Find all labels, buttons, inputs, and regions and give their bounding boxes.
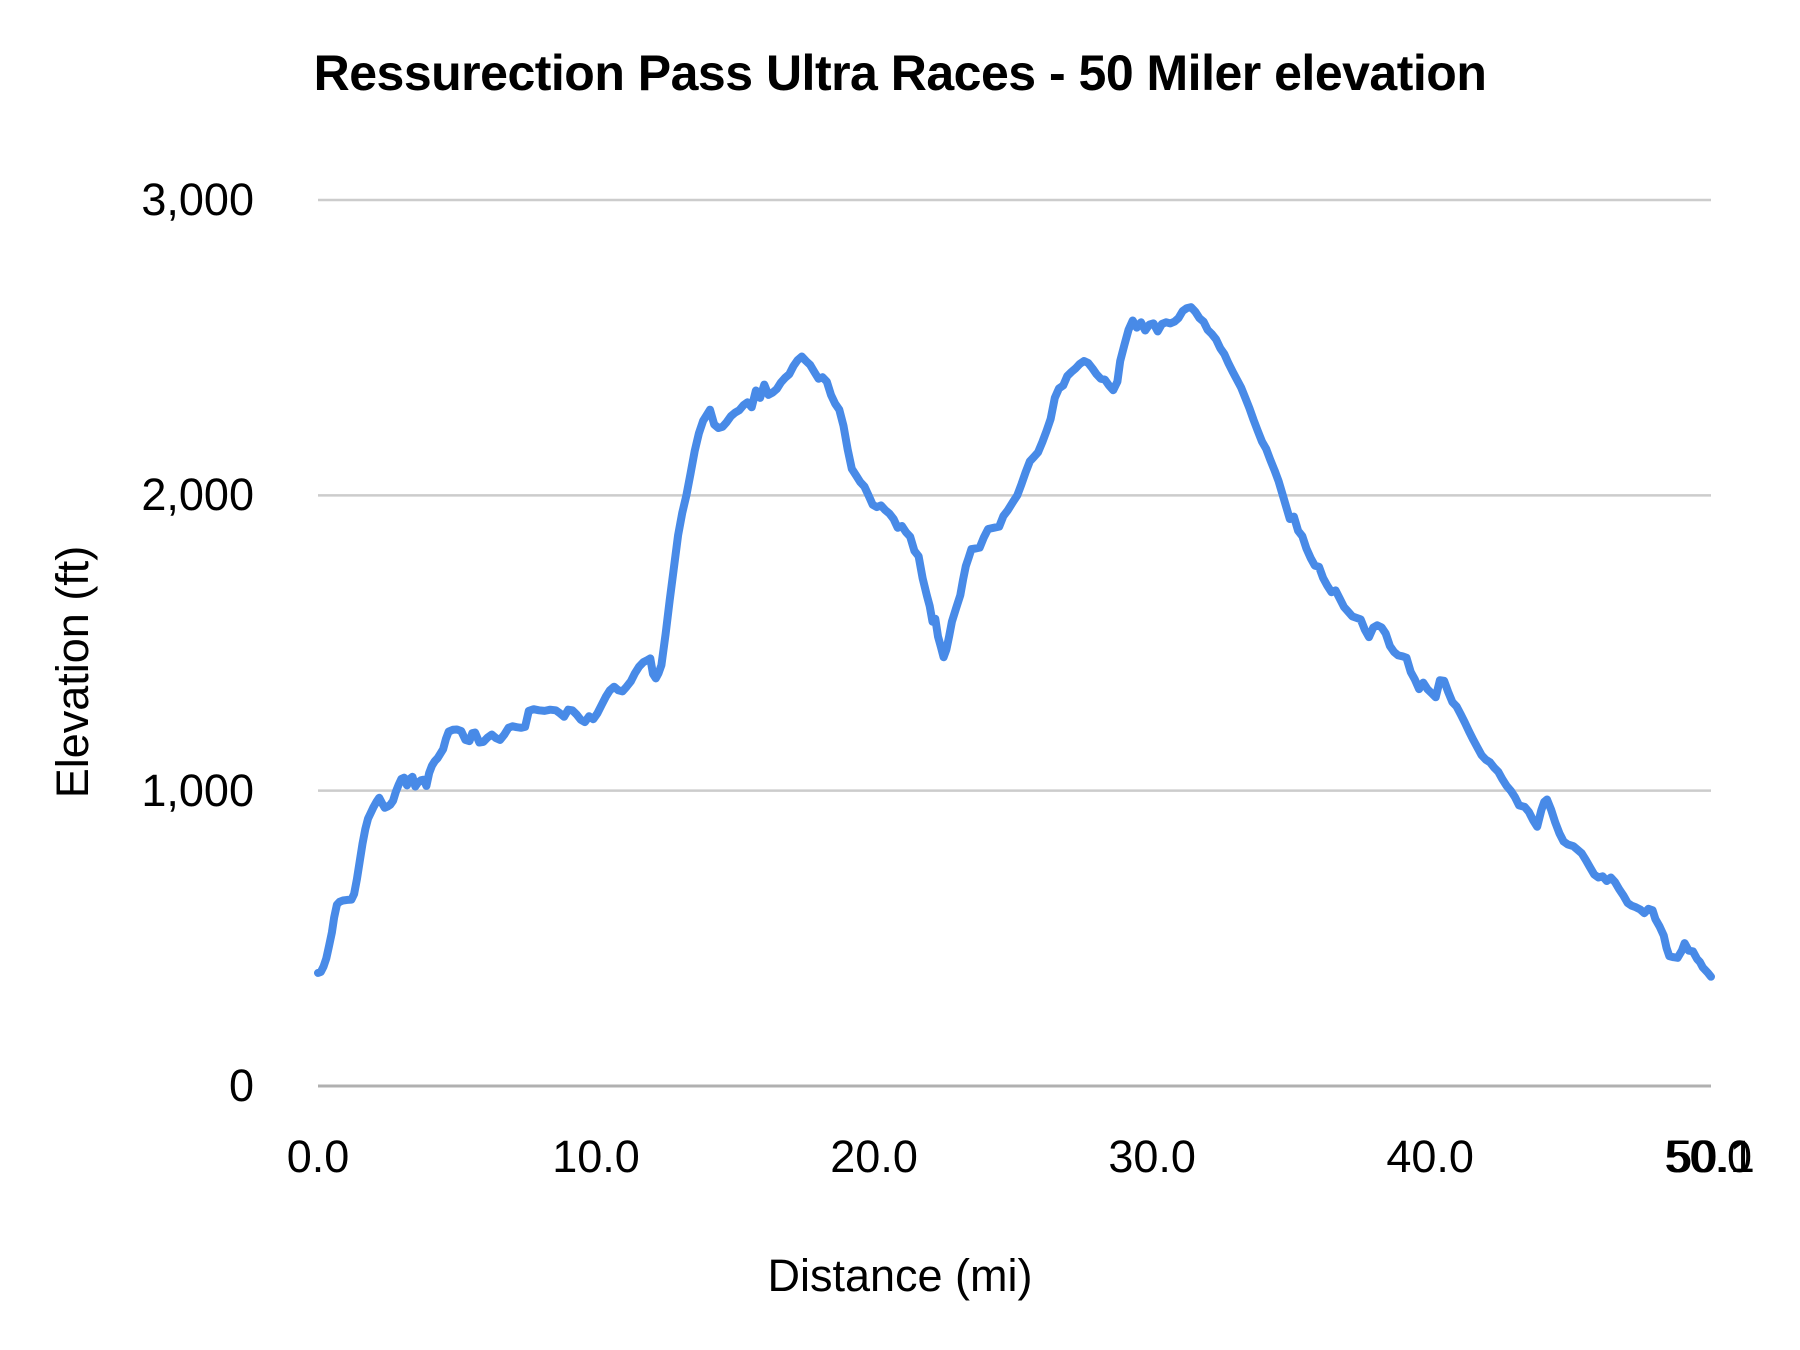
x-tick-label: 10.0 — [552, 1131, 640, 1182]
gridlines — [318, 198, 1711, 1088]
y-tick-label: 3,000 — [141, 174, 254, 225]
x-tick-label: 20.0 — [830, 1131, 918, 1182]
x-axis-end-label: 50.1 — [1667, 1131, 1755, 1182]
elevation-line-series — [314, 303, 1715, 981]
chart-title: Ressurection Pass Ultra Races - 50 Miler… — [313, 45, 1487, 101]
x-tick-label: 30.0 — [1108, 1131, 1196, 1182]
y-tick-label: 1,000 — [141, 764, 254, 816]
y-tick-label: 2,000 — [141, 469, 254, 521]
x-tick-label: 0.0 — [286, 1131, 350, 1182]
x-tick-label: 50.0 — [1664, 1131, 1753, 1182]
y-tick-label: 0 — [228, 1060, 254, 1111]
elevation-line — [314, 303, 1715, 981]
x-tick-label: 40.0 — [1386, 1131, 1474, 1182]
x-axis-title: Distance (mi) — [767, 1250, 1033, 1301]
y-axis-title: Elevation (ft) — [47, 545, 98, 799]
